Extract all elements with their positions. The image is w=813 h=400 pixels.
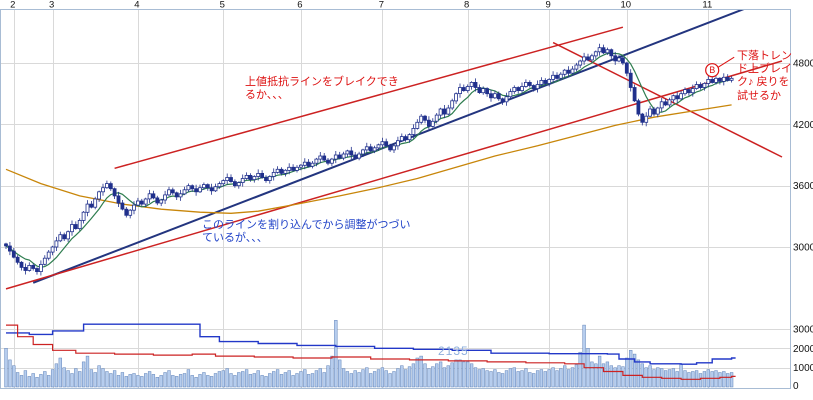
price-tick-label: 4800: [793, 59, 813, 70]
upper-resistance-line: [114, 26, 624, 170]
volume-tick-label: 1000000: [793, 363, 813, 374]
plot-border: [0, 9, 791, 389]
price-tick-label: 4200: [793, 120, 813, 131]
downtrend-line: [552, 41, 783, 158]
channel-support-line: [5, 60, 783, 290]
volume-tick-label: 2000000: [793, 344, 813, 355]
month-tick-label: 8: [464, 0, 469, 11]
volume-bars: [4, 320, 734, 388]
price-tick-label: 3600: [793, 181, 813, 192]
month-tick-label: 7: [379, 0, 384, 11]
volume-line-red: [6, 324, 736, 380]
month-tick-label: 10: [621, 0, 632, 11]
month-tick-label: 4: [134, 0, 139, 11]
annotation-resistance-note: 上値抵抗ラインをブレイクできるか、、、: [245, 76, 399, 102]
month-tick-label: 11: [702, 0, 712, 11]
marker-leader-line: [717, 56, 735, 68]
month-tick-label: 5: [220, 0, 225, 11]
volume-tick-label: 0: [793, 381, 799, 392]
long-ma-line: [5, 104, 732, 214]
month-tick-label: 3: [49, 0, 54, 11]
annotation-adjustment-note: このラインを割り込んでから調整がつづいているが、、、: [202, 219, 411, 245]
month-tick-label: 6: [297, 0, 302, 11]
grid-layer: [0, 10, 790, 388]
month-tick-label: 9: [546, 0, 551, 11]
annotation-breakout-note: 下落トレンド上ブレイク♪ 戻りを試せるか: [737, 50, 792, 102]
volume-tick-label: 3000000: [793, 325, 813, 336]
volume-pane-ticker-label: 2135: [438, 344, 469, 358]
candles-layer: [4, 43, 734, 276]
volume-line-blue: [6, 323, 736, 365]
month-tick-label: 2: [10, 0, 15, 11]
svg-text:B: B: [709, 65, 715, 75]
breakout-marker: B: [705, 56, 735, 78]
price-tick-label: 3000: [793, 243, 813, 254]
axis-labels: 2 3 4 5 6 7 8 9 10 11 4800 4200 3600 3000 3000000 20000…: [10, 0, 813, 392]
